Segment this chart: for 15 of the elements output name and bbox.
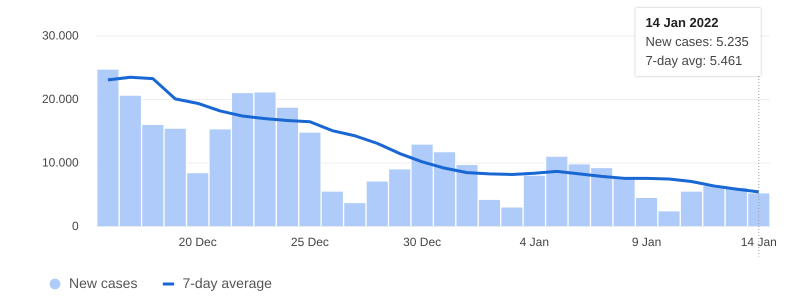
y-tick-label: 10.000 <box>42 155 80 170</box>
x-tick-label: 25 Dec <box>290 235 329 250</box>
x-tick-label: 4 Jan <box>520 235 550 250</box>
text: 14 Jan 2022 <box>645 15 718 30</box>
annotation: New cases: 5.235 <box>645 34 749 50</box>
y-tick-label: 0 <box>72 218 80 233</box>
y-tick-label: 20.000 <box>42 92 80 106</box>
y-tick-label: 30.000 <box>42 28 80 42</box>
annotation: 7-day avg: 5.461 <box>645 53 742 68</box>
x-tick-label: 20 Dec <box>178 235 217 250</box>
x-tick-label: 9 Jan <box>632 235 662 250</box>
x-tick-label: 14 Jan <box>740 235 777 250</box>
legend-label: New cases <box>69 274 138 291</box>
x-tick-label: 30 Dec <box>403 235 442 250</box>
legend-label: 7-day average <box>182 274 272 291</box>
